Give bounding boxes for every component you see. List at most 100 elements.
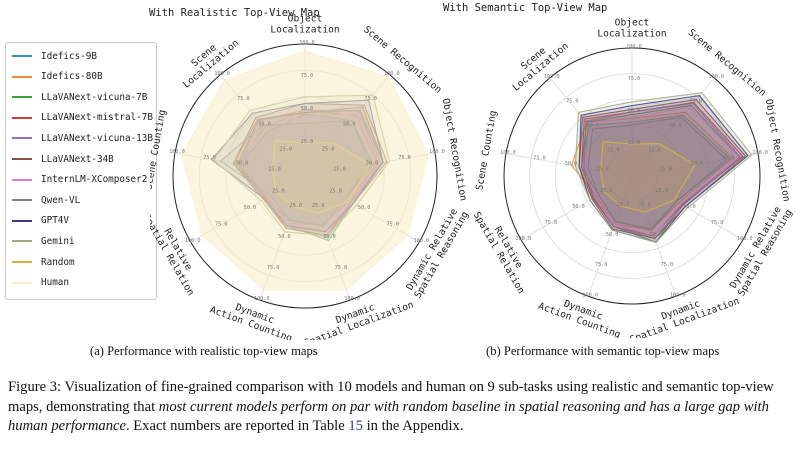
axis-label-group: DynamicAction Counting xyxy=(208,294,297,340)
subcaption-b: (b) Performance with semantic top-view m… xyxy=(486,344,720,358)
legend-item: Gemini xyxy=(12,234,75,248)
radar-chart-realistic: 25.0 50.0 75.0 100.0 25.0 50.0 75.0 100.0 25.0 50… xyxy=(150,14,471,341)
legend-item: Random xyxy=(12,255,75,269)
radar-tick-label: 50.0 xyxy=(628,108,641,114)
legend-label: LLaVANext-vicuna-7B xyxy=(41,91,148,103)
axis-label-line: Spatial Relation xyxy=(150,212,196,298)
radar-tick-label: 75.0 xyxy=(386,222,399,228)
legend-item: InternLM-XComposer2 xyxy=(12,173,147,187)
axis-label: DynamicAction Counting xyxy=(208,294,297,340)
axis-label-group: Object Localization xyxy=(270,14,339,36)
axis-label-line: Localization xyxy=(597,29,666,40)
radar-tick-label: 75.0 xyxy=(689,98,702,104)
radar-tick-label: 75.0 xyxy=(237,96,250,102)
legend-label: LLaVANext-mistral-7B xyxy=(41,112,153,124)
radar-tick-label: 75.0 xyxy=(722,155,735,161)
radar-tick-label: 75.0 xyxy=(203,155,216,161)
radar-tick-label: 75.0 xyxy=(398,155,411,161)
radar-tick-label: 50.0 xyxy=(606,232,619,238)
radar-spoke xyxy=(549,77,633,177)
axis-label-group: DynamicAction Counting xyxy=(537,290,626,338)
radar-tick-label: 50.0 xyxy=(587,123,600,129)
radar-tick-label: 100.0 xyxy=(737,236,753,242)
radar-tick-label: 25.0 xyxy=(322,147,335,153)
axis-label-group: Scene Counting xyxy=(474,110,499,192)
radar-tick-label: 50.0 xyxy=(358,205,371,211)
radar-tick-label: 100.0 xyxy=(429,149,445,155)
axis-label: DynamicAction Counting xyxy=(537,290,626,338)
legend-item: Idefics-9B xyxy=(12,49,97,63)
axis-label: Scene Recognition xyxy=(686,27,768,99)
radar-tick-label: 25.0 xyxy=(655,188,668,194)
radar-tick-label: 50.0 xyxy=(278,234,291,240)
caption-emphasis: most current models perform on par with … xyxy=(8,398,769,435)
legend-item: GPT4V xyxy=(12,214,69,228)
radar-tick-label: 50.0 xyxy=(236,161,249,167)
radar-tick-label: 75.0 xyxy=(267,265,280,271)
radar-tick-label: 100.0 xyxy=(254,296,270,302)
radar-tick-label: 50.0 xyxy=(343,121,356,127)
legend-swatch xyxy=(12,96,32,99)
radar-tick-label: 75.0 xyxy=(711,220,724,226)
radar-spoke xyxy=(520,175,633,241)
table-reference-link[interactable]: 15 xyxy=(348,418,363,434)
legend-item: LLaVANext-mistral-7B xyxy=(12,111,153,125)
series-internlm-xcomposer2 xyxy=(586,106,740,237)
series-qwen-vl xyxy=(581,114,732,230)
legend-swatch xyxy=(12,75,32,78)
radar-tick-label: 25.0 xyxy=(628,140,641,146)
axis-label-line: Scene Recognition xyxy=(686,27,768,99)
radar-spoke xyxy=(631,77,715,177)
axis-label-group: RelativeSpatial Relation xyxy=(471,210,527,296)
legend-label: Gemini xyxy=(41,235,75,247)
axis-label: Object Localization xyxy=(270,14,339,36)
radar-tick-label: 25.0 xyxy=(596,166,609,172)
axis-label-group: SceneLocalization xyxy=(504,32,571,94)
radar-tick-label: 100.0 xyxy=(708,74,724,80)
radar-tick-label: 25.0 xyxy=(648,147,661,153)
radar-tick-label: 75.0 xyxy=(628,76,641,82)
radar-spoke xyxy=(505,153,633,177)
axis-label-line: Spatial Localization xyxy=(303,300,415,340)
chart-title-semantic: With Semantic Top-View Map xyxy=(443,2,608,14)
radar-tick-label: 100.0 xyxy=(214,71,230,77)
radar-tick-label: 50.0 xyxy=(565,161,578,167)
radar-tick-label: 50.0 xyxy=(683,204,696,210)
radar-tick-label: 100.0 xyxy=(299,40,315,46)
radar-tick-label: 25.0 xyxy=(312,203,325,209)
radar-tick-label: 75.0 xyxy=(215,222,228,228)
radar-tick-label: 50.0 xyxy=(669,123,682,129)
legend-item: LLaVANext-34B xyxy=(12,152,114,166)
series-idefics-80b xyxy=(570,111,734,231)
radar-tick-label: 75.0 xyxy=(595,262,608,268)
radar-tick-label: 100.0 xyxy=(414,238,430,244)
legend-swatch xyxy=(12,281,32,284)
legend-swatch xyxy=(12,261,32,263)
legend-swatch xyxy=(12,219,32,222)
radar-tick-label: 100.0 xyxy=(384,71,400,77)
chart-legend: Idefics-9B Idefics-80B LLaVANext-vicuna-7B… xyxy=(5,42,157,300)
radar-tick-label: 100.0 xyxy=(515,236,531,242)
series-human xyxy=(181,50,429,291)
axis-label: SceneLocalization xyxy=(504,32,571,93)
axis-label-line: Scene Counting xyxy=(150,109,168,191)
radar-tick-label: 100.0 xyxy=(582,292,598,298)
caption-text-1: Figure 3: Visualization of fine-grained … xyxy=(8,379,774,415)
radar-tick-label: 25.0 xyxy=(280,147,293,153)
axis-label: Object Localization xyxy=(597,18,666,40)
caption-text-3: in the Appendix. xyxy=(362,418,464,434)
radar-tick-label: 50.0 xyxy=(691,161,704,167)
legend-label: Human xyxy=(41,277,69,289)
radar-tick-label: 100.0 xyxy=(626,44,642,50)
radar-tick-label: 75.0 xyxy=(661,262,674,268)
legend-label: LLaVANext-vicuna-13B xyxy=(41,132,153,144)
axis-label-group: Scene Recognition xyxy=(686,27,768,99)
legend-label: Idefics-9B xyxy=(41,50,97,62)
radar-tick-label: 50.0 xyxy=(572,204,585,210)
chart-title-realistic: With Realistic Top-View Map xyxy=(149,7,320,19)
series-random xyxy=(599,141,696,213)
legend-swatch xyxy=(12,137,32,140)
radar-tick-label: 25.0 xyxy=(329,189,342,195)
radar-tick-label: 75.0 xyxy=(545,220,558,226)
axis-label-line: Localization xyxy=(270,25,339,36)
